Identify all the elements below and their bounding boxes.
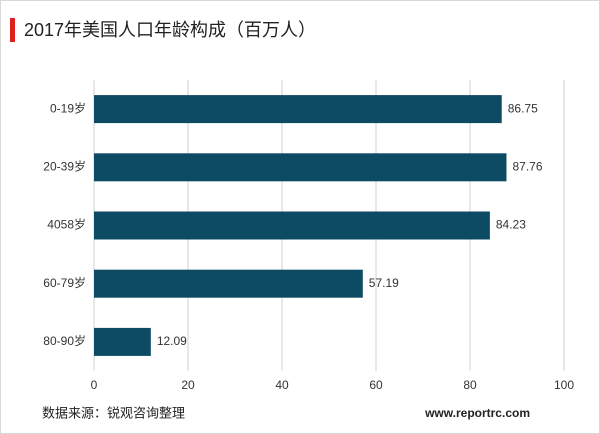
y-tick-label: 4058岁 [47, 217, 86, 232]
x-tick-label: 0 [91, 378, 98, 392]
x-tick-label: 40 [275, 378, 289, 392]
y-tick-label: 80-90岁 [43, 333, 86, 348]
x-tick-label: 20 [181, 378, 195, 392]
x-tick-label: 60 [369, 378, 383, 392]
y-tick-label: 0-19岁 [50, 100, 86, 115]
bar [94, 153, 507, 182]
bar [94, 211, 490, 240]
source-note: 数据来源：锐观咨询整理 [42, 405, 185, 420]
y-tick-label: 20-39岁 [43, 158, 86, 173]
website: www.reportrc.com [424, 406, 530, 420]
value-label: 57.19 [369, 276, 399, 290]
value-label: 84.23 [496, 218, 526, 232]
x-tick-label: 100 [554, 378, 574, 392]
bar [94, 95, 502, 124]
bar [94, 327, 151, 356]
chart-title: 2017年美国人口年龄构成（百万人） [24, 20, 316, 40]
value-label: 12.09 [157, 334, 187, 348]
title-accent [10, 18, 15, 42]
bar [94, 269, 363, 298]
x-tick-label: 80 [463, 378, 477, 392]
value-label: 87.76 [512, 159, 542, 173]
value-label: 86.75 [508, 101, 538, 115]
y-tick-label: 60-79岁 [43, 275, 86, 290]
